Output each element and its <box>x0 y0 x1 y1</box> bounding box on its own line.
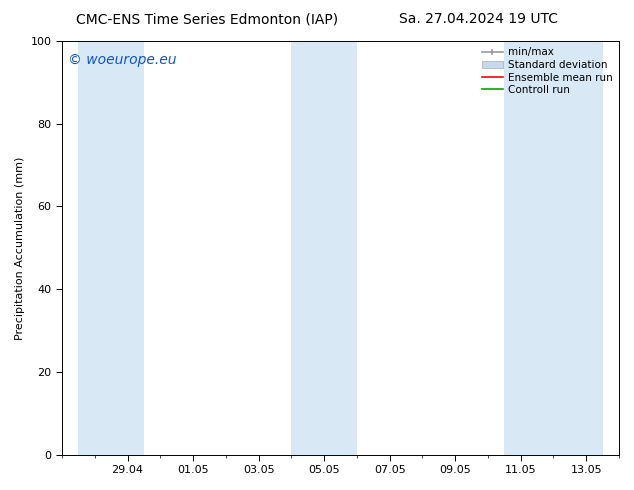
Y-axis label: Precipitation Accumulation (mm): Precipitation Accumulation (mm) <box>15 156 25 340</box>
Legend: min/max, Standard deviation, Ensemble mean run, Controll run: min/max, Standard deviation, Ensemble me… <box>478 43 617 99</box>
Bar <box>504 41 602 455</box>
Bar <box>79 41 144 455</box>
Text: CMC-ENS Time Series Edmonton (IAP): CMC-ENS Time Series Edmonton (IAP) <box>76 12 338 26</box>
Text: Sa. 27.04.2024 19 UTC: Sa. 27.04.2024 19 UTC <box>399 12 558 26</box>
Bar <box>292 41 357 455</box>
Text: © woeurope.eu: © woeurope.eu <box>68 53 176 68</box>
